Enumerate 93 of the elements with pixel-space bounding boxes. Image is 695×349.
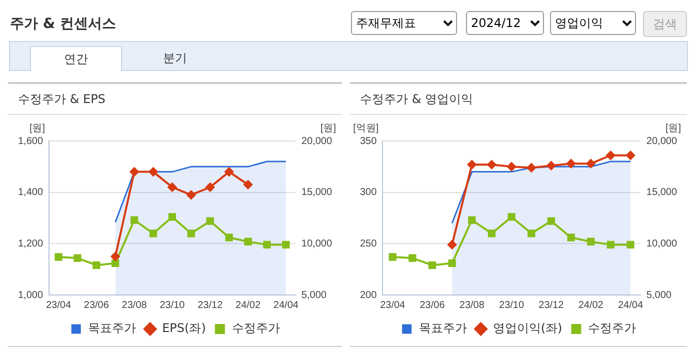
point (92, 261, 100, 270)
point (54, 253, 62, 261)
point (606, 240, 615, 249)
x-tick-label: 23/04 (380, 300, 406, 311)
point (112, 259, 120, 267)
y-tick-label: 1,600 (18, 136, 44, 147)
y2-axis-title: [원] (320, 122, 336, 134)
point (168, 182, 177, 192)
point (606, 150, 616, 160)
legend-label: 영업이익(좌) (492, 321, 562, 336)
point (528, 230, 536, 238)
y-tick-label: 1,200 (18, 238, 44, 250)
legend-label: 수정주가 (232, 321, 280, 336)
text: 2024/12 (466, 11, 544, 35)
x-tick-label: 23/06 (420, 300, 446, 311)
y-axis-title: [원] (29, 122, 46, 134)
legend-label: 수정주가 (588, 321, 636, 336)
y2-tick-label: 5,000 (646, 290, 672, 301)
legend-label: EPS(좌) (162, 321, 206, 336)
y-tick-label: 350 (360, 136, 378, 147)
text: 검색 (643, 11, 687, 37)
legend-label: 목표주가 (418, 321, 467, 336)
text: 주재무제표 (351, 11, 457, 35)
point (206, 182, 215, 192)
text: 연간 (30, 46, 122, 71)
point (626, 240, 634, 249)
point (448, 240, 457, 250)
point (586, 159, 596, 168)
y2-tick-label: 10,000 (301, 238, 332, 250)
point (526, 163, 536, 172)
chart-title: 수정주가 & EPS (8, 84, 342, 115)
point (130, 216, 138, 224)
point (547, 217, 556, 225)
text: 영업이익 (550, 11, 636, 35)
point (74, 254, 82, 262)
y2-axis-title: [원] (665, 122, 682, 134)
x-tick-label: 23/10 (499, 300, 524, 311)
point (626, 150, 635, 160)
text: 분기 (162, 50, 188, 67)
point (546, 161, 556, 170)
point (587, 238, 595, 246)
y-axis-title: [억원] (353, 122, 379, 134)
point (428, 261, 436, 270)
point (148, 167, 158, 176)
point (186, 190, 196, 200)
point (282, 240, 290, 249)
y-tick-label: 200 (360, 290, 378, 301)
y2-tick-label: 20,000 (301, 136, 332, 147)
point (468, 216, 476, 224)
point (149, 230, 158, 238)
point (244, 238, 252, 246)
point (224, 167, 234, 176)
x-tick-label: 23/06 (84, 300, 110, 311)
point (244, 180, 253, 190)
point (487, 160, 496, 170)
text: 주가 & 컨센서스 (10, 15, 116, 33)
point (508, 213, 516, 221)
y2-tick-label: 15,000 (646, 187, 678, 198)
x-tick-label: 23/12 (538, 300, 564, 311)
x-tick-label: 24/04 (618, 300, 644, 311)
x-tick-label: 23/08 (459, 300, 485, 311)
y-tick-label: 300 (360, 187, 378, 198)
point (130, 167, 139, 176)
point (168, 213, 176, 221)
y-tick-label: 1,000 (18, 290, 44, 301)
x-tick-label: 24/02 (236, 300, 261, 311)
point (388, 253, 396, 261)
point (110, 252, 120, 261)
point (225, 234, 233, 242)
x-tick-label: 24/04 (273, 300, 299, 311)
y2-tick-label: 5,000 (301, 290, 327, 301)
point (488, 230, 496, 238)
point (507, 162, 516, 172)
point (567, 234, 575, 242)
y2-tick-label: 10,000 (646, 238, 678, 250)
point (263, 240, 271, 249)
point (566, 159, 576, 168)
x-tick-label: 23/08 (122, 300, 148, 311)
point (206, 217, 214, 225)
x-tick-label: 23/10 (160, 300, 186, 311)
y2-tick-label: 15,000 (301, 187, 332, 198)
y2-tick-label: 20,000 (646, 136, 678, 147)
x-tick-label: 23/04 (46, 300, 72, 311)
chart-title: 수정주가 & 영업이익 (350, 84, 687, 115)
x-tick-label: 24/02 (578, 300, 604, 311)
point (187, 230, 195, 238)
point (408, 254, 416, 262)
y-tick-label: 1,400 (18, 187, 44, 198)
x-tick-label: 23/12 (198, 300, 224, 311)
point (448, 259, 456, 267)
point (467, 160, 476, 170)
legend-label: 목표주가 (88, 321, 136, 336)
y-tick-label: 250 (360, 238, 378, 250)
